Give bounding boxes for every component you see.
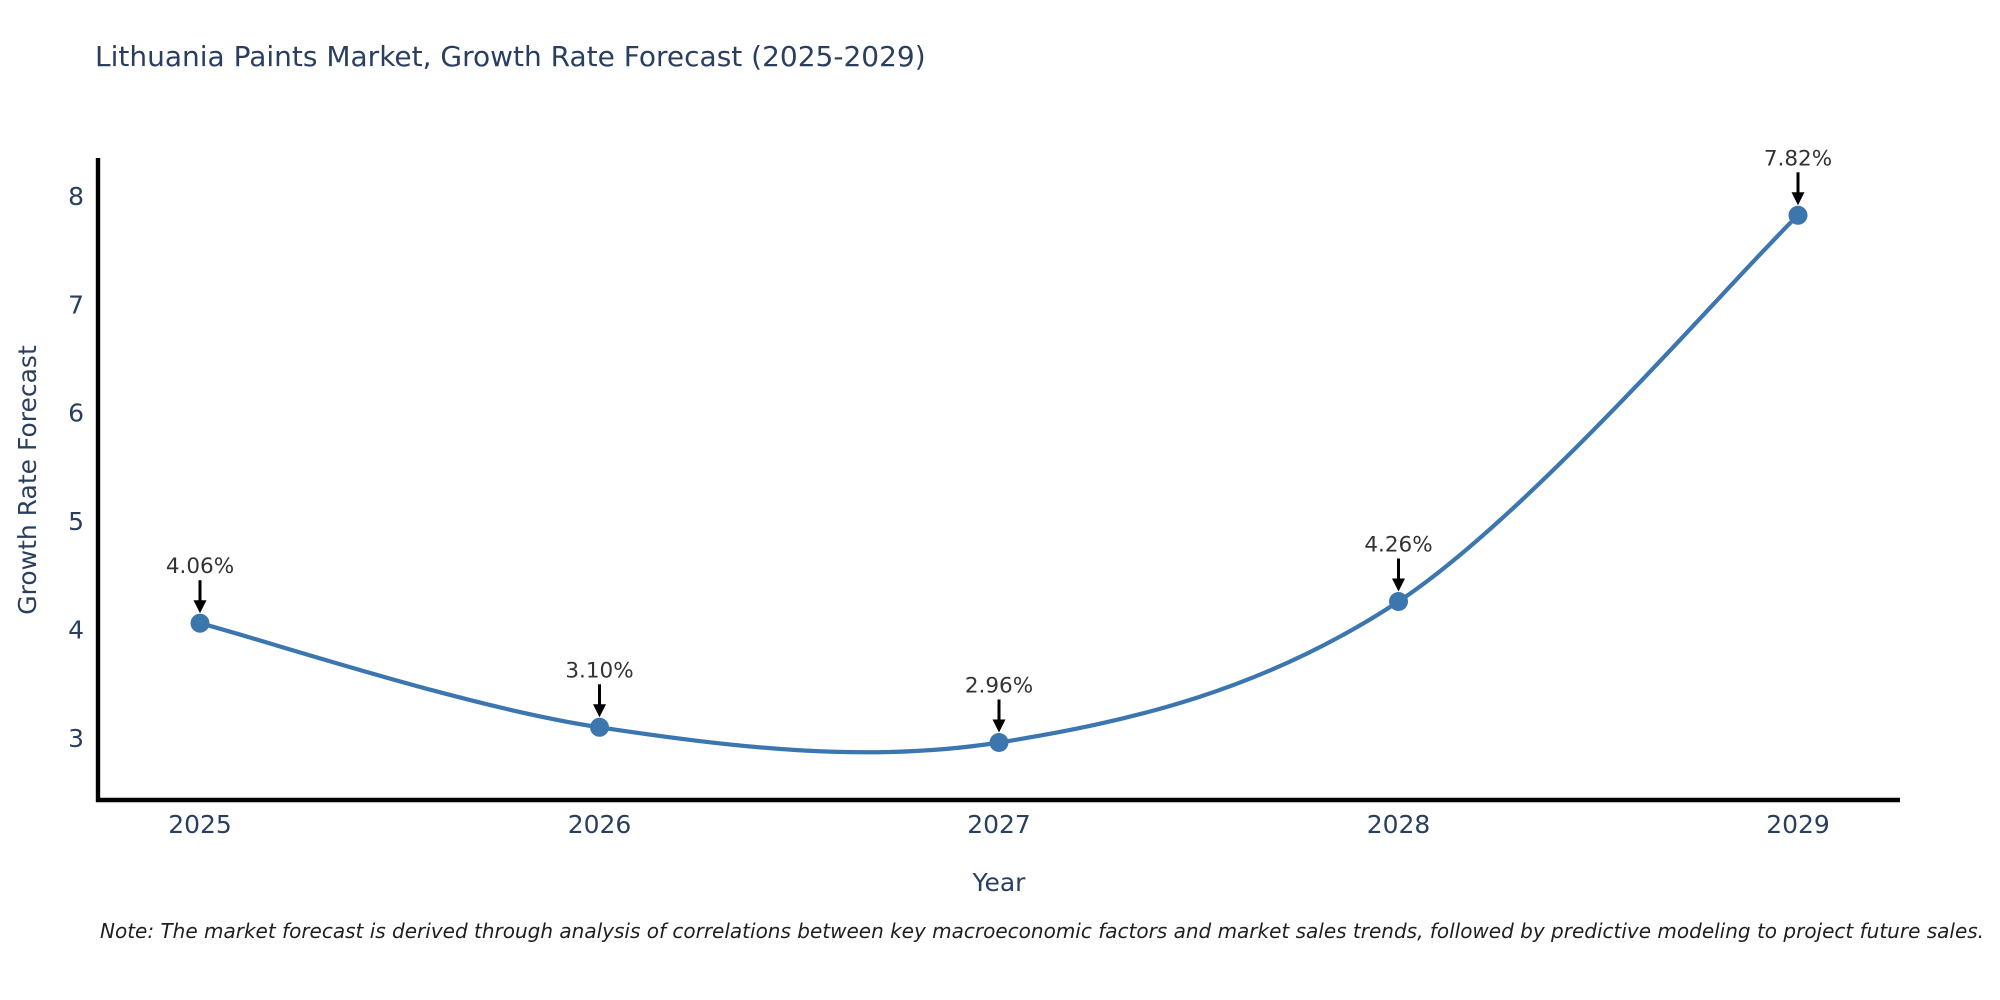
x-tick-label: 2029 (1766, 810, 1830, 839)
data-point-label: 3.10% (565, 658, 633, 683)
data-point-label: 2.96% (965, 674, 1033, 699)
x-tick-label: 2025 (168, 810, 232, 839)
annotation-arrowhead (1392, 578, 1405, 592)
y-tick-label: 3 (68, 724, 84, 753)
y-tick-label: 5 (68, 507, 84, 536)
plot-area: 3 4 5 6 7 8 2025 2026 2027 2028 2029 4.06% 3.10% 2.96… (68, 146, 1900, 839)
y-tick-label: 4 (68, 616, 84, 645)
y-tick-label: 8 (68, 182, 84, 211)
annotation-arrowhead (193, 600, 207, 614)
y-axis-title: Growth Rate Forecast (13, 345, 42, 615)
data-point-marker[interactable] (989, 733, 1009, 752)
data-point-marker[interactable] (590, 717, 609, 737)
x-tick-label: 2028 (1367, 810, 1431, 839)
x-tick-label: 2026 (568, 810, 632, 839)
annotation-arrowhead (992, 719, 1006, 733)
data-point-label: 4.26% (1364, 533, 1432, 558)
x-axis-title: Year (972, 868, 1027, 897)
data-point-label: 7.82% (1764, 146, 1832, 171)
axis-lines (95, 158, 1900, 803)
data-point-marker[interactable] (190, 613, 210, 633)
y-tick-label: 6 (68, 399, 84, 428)
x-tick-label: 2027 (967, 810, 1031, 839)
y-tick-label: 7 (68, 290, 84, 319)
data-point-marker[interactable] (1788, 205, 1808, 225)
footnote: Note: The market forecast is derived thr… (100, 919, 1984, 943)
chart-title: Lithuania Paints Market, Growth Rate For… (95, 40, 926, 73)
data-point-marker[interactable] (1389, 592, 1408, 611)
data-point-label: 4.06% (166, 554, 234, 579)
series-line (197, 213, 1801, 755)
annotation-arrowhead (593, 704, 606, 718)
annotation-arrowhead (1791, 192, 1805, 206)
